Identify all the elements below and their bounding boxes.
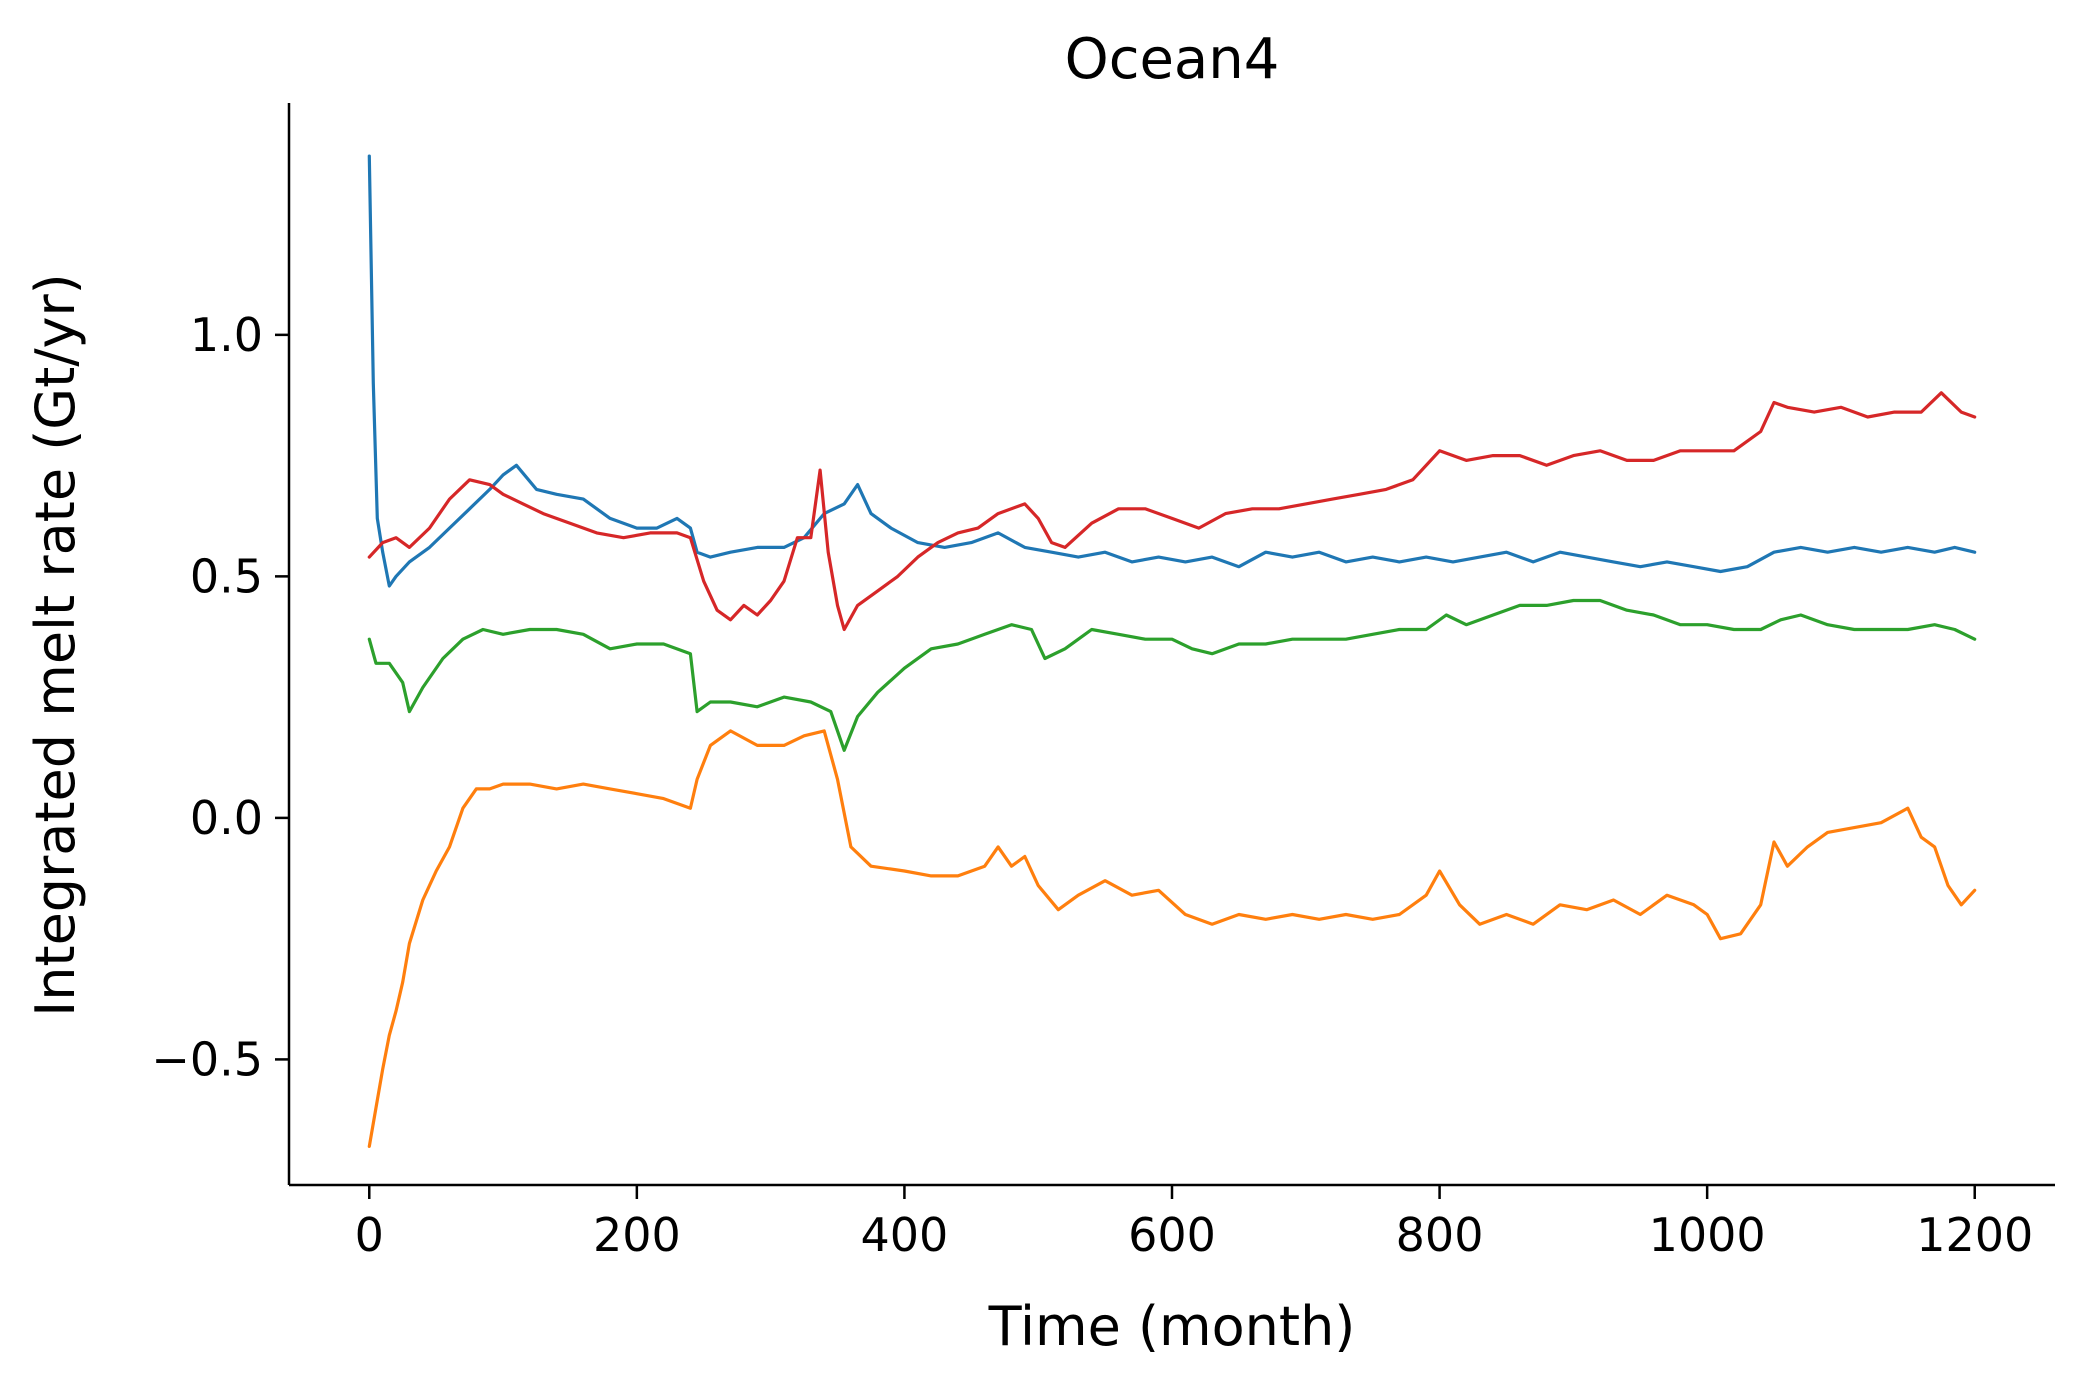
x-tick-label: 1000: [1649, 1208, 1766, 1262]
y-axis-label: Integrated melt rate (Gt/yr): [24, 273, 87, 1016]
series-line-3: [367, 598, 1977, 752]
y-tick-label: 0.5: [190, 549, 263, 603]
y-tick-label: 0.0: [190, 791, 263, 845]
x-tick-label: 600: [1128, 1208, 1216, 1262]
x-tick-label: 800: [1396, 1208, 1484, 1262]
x-axis-ticks: 0 200 400 600 800 1000 1200: [355, 1185, 2033, 1262]
y-tick-label: 1.0: [190, 308, 263, 362]
y-tick-label: −0.5: [151, 1032, 263, 1086]
y-axis-ticks: −0.5 0.0 0.5 1.0: [151, 308, 289, 1086]
series-line-4: [367, 391, 1977, 632]
x-tick-label: 1200: [1916, 1208, 2033, 1262]
series-line-2: [367, 729, 1977, 1148]
x-tick-label: 0: [355, 1208, 384, 1262]
series-layer: [367, 154, 1977, 1148]
x-axis-label: Time (month): [988, 1295, 1356, 1358]
chart-title: Ocean4: [1065, 27, 1280, 92]
x-tick-label: 400: [861, 1208, 949, 1262]
x-tick-label: 200: [593, 1208, 681, 1262]
series-line-1: [367, 154, 1977, 588]
